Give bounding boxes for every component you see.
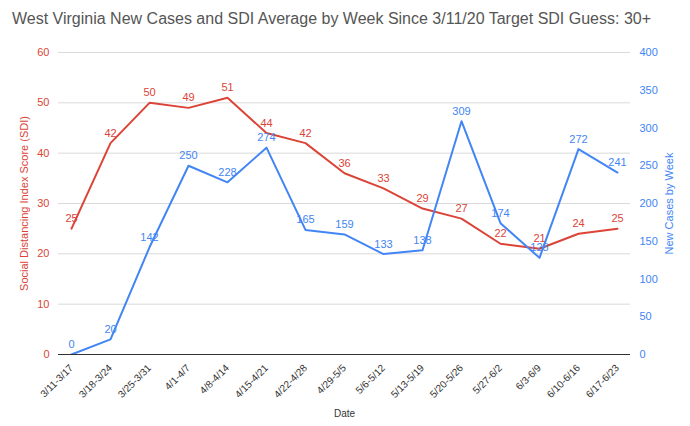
svg-text:165: 165 [296, 213, 314, 225]
svg-text:25: 25 [611, 212, 623, 224]
svg-text:0: 0 [68, 338, 74, 350]
svg-text:250: 250 [179, 149, 197, 161]
svg-text:133: 133 [374, 238, 392, 250]
svg-text:6/17-6/23: 6/17-6/23 [584, 362, 622, 400]
svg-text:Date: Date [334, 408, 356, 419]
svg-text:30: 30 [37, 197, 49, 209]
svg-text:0: 0 [640, 348, 646, 360]
svg-text:4/22-4/28: 4/22-4/28 [272, 362, 310, 400]
svg-text:40: 40 [37, 147, 49, 159]
svg-text:25: 25 [65, 212, 77, 224]
svg-text:274: 274 [257, 131, 275, 143]
svg-text:350: 350 [640, 84, 658, 96]
svg-text:50: 50 [37, 96, 49, 108]
svg-text:29: 29 [416, 192, 428, 204]
svg-text:5/27-6/2: 5/27-6/2 [470, 362, 504, 396]
svg-text:150: 150 [640, 235, 658, 247]
svg-text:5/20-5/26: 5/20-5/26 [428, 362, 466, 400]
svg-text:20: 20 [37, 247, 49, 259]
svg-text:44: 44 [260, 117, 272, 129]
svg-text:5/6-5/12: 5/6-5/12 [353, 362, 387, 396]
svg-text:272: 272 [569, 133, 587, 145]
svg-text:50: 50 [143, 86, 155, 98]
svg-text:Social Distancing Index Score: Social Distancing Index Score (SDI) [18, 116, 30, 291]
svg-text:4/8-4/14: 4/8-4/14 [197, 362, 231, 396]
svg-text:10: 10 [37, 298, 49, 310]
html-text:West Virginia New Cases and SD: West Virginia New Cases and SDI Average … [12, 10, 651, 27]
svg-text:228: 228 [218, 166, 236, 178]
svg-text:60: 60 [37, 46, 49, 58]
svg-text:3/11-3/17: 3/11-3/17 [38, 362, 75, 399]
svg-text:49: 49 [182, 91, 194, 103]
svg-text:20: 20 [104, 323, 116, 335]
svg-text:138: 138 [413, 234, 431, 246]
svg-text:24: 24 [572, 217, 584, 229]
svg-text:4/29-5/5: 4/29-5/5 [314, 362, 348, 396]
svg-text:51: 51 [221, 81, 233, 93]
svg-text:0: 0 [43, 348, 49, 360]
svg-text:100: 100 [640, 273, 658, 285]
svg-text:21: 21 [533, 232, 546, 245]
svg-text:309: 309 [452, 105, 470, 117]
svg-text:27: 27 [455, 202, 467, 214]
svg-text:5/13-5/19: 5/13-5/19 [389, 362, 427, 400]
svg-text:36: 36 [338, 157, 350, 169]
svg-text:6/10-6/16: 6/10-6/16 [545, 362, 583, 400]
svg-text:4/15-4/21: 4/15-4/21 [233, 362, 271, 400]
svg-text:3/18-3/24: 3/18-3/24 [77, 362, 115, 400]
svg-text:300: 300 [640, 122, 658, 134]
svg-text:42: 42 [299, 127, 311, 139]
svg-text:241: 241 [608, 156, 626, 168]
svg-text:New Cases by Week: New Cases by Week [663, 152, 675, 254]
svg-text:174: 174 [491, 207, 509, 219]
svg-text:3/25-3/31: 3/25-3/31 [116, 362, 154, 400]
svg-text:128: 128 [530, 241, 548, 253]
svg-text:50: 50 [640, 310, 652, 322]
svg-text:250: 250 [640, 159, 658, 171]
svg-text:42: 42 [104, 127, 116, 139]
svg-text:142: 142 [140, 231, 158, 243]
svg-text:22: 22 [494, 227, 506, 239]
svg-text:159: 159 [335, 218, 353, 230]
svg-text:33: 33 [377, 172, 389, 184]
svg-text:6/3-6/9: 6/3-6/9 [513, 362, 543, 392]
svg-text:400: 400 [640, 46, 658, 58]
svg-text:200: 200 [640, 197, 658, 209]
svg-text:4/1-4/7: 4/1-4/7 [162, 362, 192, 392]
